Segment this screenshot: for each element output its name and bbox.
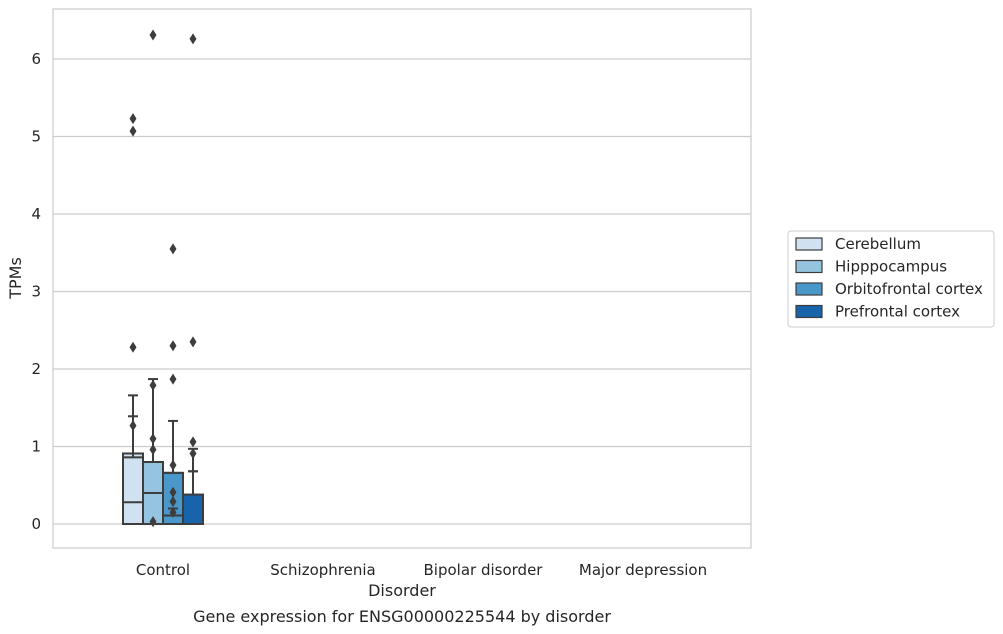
x-tick-label-2: Bipolar disorder xyxy=(424,561,544,579)
y-tick-labels: 0 1 2 3 4 5 6 xyxy=(31,50,41,533)
legend-swatch-2 xyxy=(795,282,823,296)
x-tick-label-3: Major depression xyxy=(579,561,707,579)
x-tick-labels: Control Schizophrenia Bipolar disorder Majo… xyxy=(136,561,707,579)
y-tick-label-6: 6 xyxy=(31,50,41,68)
box-cerebellum-3 xyxy=(122,394,144,526)
box-body xyxy=(122,456,144,526)
box-body xyxy=(182,493,204,525)
chart-caption: Gene expression for ENSG00000225544 by d… xyxy=(193,607,611,626)
y-tick-label-2: 2 xyxy=(31,360,41,378)
y-tick-label-3: 3 xyxy=(31,283,41,301)
legend-label-2: Orbitofrontal cortex xyxy=(835,280,983,298)
outlier-point xyxy=(169,243,177,255)
boxes-layer xyxy=(122,29,204,528)
legend-swatch-0 xyxy=(795,237,823,251)
legend-label-1: Hipppocampus xyxy=(835,258,947,276)
outlier-point xyxy=(129,125,137,137)
outlier-point xyxy=(169,506,177,518)
outlier-point xyxy=(189,436,197,448)
legend: Cerebellum Hipppocampus Orbitofrontal cort… xyxy=(787,230,995,328)
x-tick-label-0: Control xyxy=(136,561,190,579)
outlier-point xyxy=(189,33,197,45)
grid-layer xyxy=(53,58,751,525)
legend-label-0: Cerebellum xyxy=(835,235,921,253)
outlier-point xyxy=(149,516,157,528)
y-tick-label-5: 5 xyxy=(31,128,41,146)
legend-label-3: Prefrontal cortex xyxy=(835,303,960,321)
outlier-point xyxy=(149,433,157,445)
outlier-point xyxy=(189,336,197,348)
y-axis-label: TPMs xyxy=(6,257,25,300)
outlier-point xyxy=(169,486,177,498)
outlier-point xyxy=(129,113,137,125)
y-tick-label-4: 4 xyxy=(31,205,41,223)
outlier-point xyxy=(169,340,177,352)
outlier-point xyxy=(129,341,137,353)
outlier-point xyxy=(169,496,177,508)
y-tick-label-0: 0 xyxy=(31,515,41,533)
plot-frame xyxy=(52,8,752,549)
box-hipppocampus-1 xyxy=(142,378,164,525)
x-tick-label-1: Schizophrenia xyxy=(270,561,375,579)
outlier-point xyxy=(149,29,157,41)
box-prefrontal-cortex-3 xyxy=(182,447,204,525)
outlier-point xyxy=(169,459,177,471)
y-tick-label-1: 1 xyxy=(31,438,41,456)
x-axis-label: Disorder xyxy=(368,581,436,600)
legend-swatch-1 xyxy=(795,259,823,274)
outlier-point xyxy=(169,373,177,385)
box-orbitofrontal-cortex-3 xyxy=(162,459,184,526)
legend-frame xyxy=(787,230,995,328)
legend-swatch-3 xyxy=(795,304,823,319)
